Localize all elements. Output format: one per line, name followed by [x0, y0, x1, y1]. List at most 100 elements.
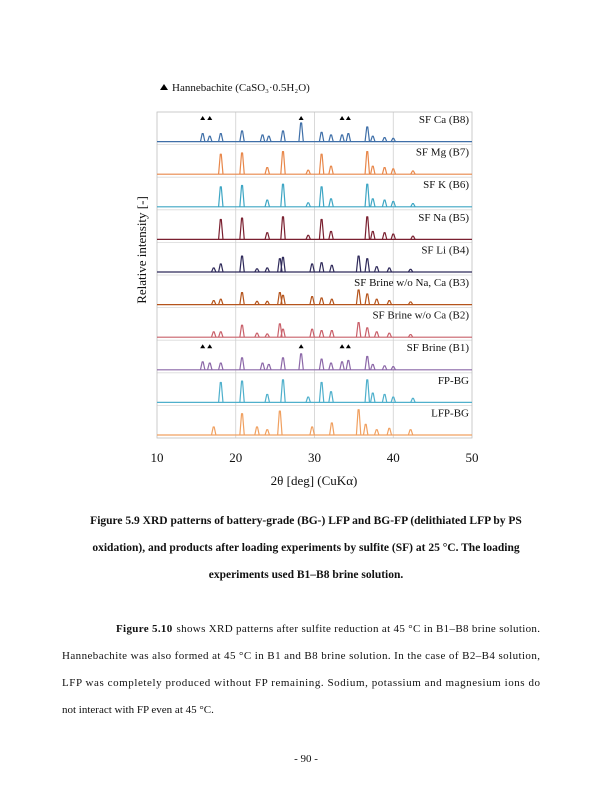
peak: [364, 183, 371, 207]
phase-marker: [339, 344, 345, 349]
series-label: SF Mg (B7): [416, 147, 470, 159]
peak: [239, 152, 245, 175]
peak: [309, 328, 315, 338]
peak: [280, 379, 286, 403]
peak: [381, 232, 388, 240]
peak: [390, 233, 397, 240]
peak: [318, 329, 325, 338]
peak: [364, 216, 371, 240]
peak: [318, 297, 325, 305]
peak: [370, 363, 376, 370]
peak: [355, 321, 362, 338]
peak: [254, 268, 260, 273]
peak: [280, 183, 286, 207]
plot: 10 20 30 40 50 SF Ca (B8) SF Mg (B7) SF K (B6) S…: [151, 111, 479, 465]
series-label: SF Ca (B8): [419, 114, 469, 126]
figure-ref: Figure 5.10: [116, 623, 173, 635]
peak: [305, 202, 311, 208]
peak: [305, 169, 311, 175]
peak: [218, 298, 224, 305]
peak: [298, 353, 304, 370]
peak: [364, 258, 371, 273]
peak: [218, 331, 224, 338]
peak: [364, 327, 371, 338]
series-label: SF Brine w/o Ca (B2): [372, 310, 469, 322]
peak: [280, 256, 286, 273]
peak: [254, 300, 260, 305]
peak: [410, 397, 416, 403]
body-line: Figure 5.10 shows XRD patterns after sulf…: [116, 623, 540, 635]
peak: [369, 198, 376, 207]
x-tick-label: 50: [466, 450, 479, 465]
peak: [318, 262, 325, 273]
peak: [210, 426, 217, 436]
peak: [217, 186, 224, 207]
phase-marker: [207, 344, 213, 349]
peak: [345, 359, 352, 370]
peak: [328, 165, 334, 175]
peak: [407, 429, 414, 436]
peak: [355, 255, 362, 273]
peak: [259, 362, 266, 370]
peak: [264, 232, 271, 240]
peak: [369, 230, 376, 240]
peak: [373, 266, 380, 273]
phase-marker: [200, 116, 206, 120]
peak: [329, 329, 335, 338]
peak: [264, 393, 271, 403]
caption-line: experiments used B1–B8 brine solution.: [209, 569, 404, 581]
peak: [239, 217, 245, 240]
peak: [210, 267, 217, 273]
plot-frame: [156, 111, 473, 439]
peak: [390, 200, 397, 207]
peak: [381, 365, 388, 371]
y-axis-label: Relative intensity [-]: [134, 196, 149, 304]
peak: [328, 230, 334, 240]
peak: [210, 331, 217, 338]
peak: [329, 298, 335, 305]
peak: [339, 134, 345, 142]
peak: [339, 361, 345, 370]
peak: [280, 150, 286, 175]
peak: [369, 165, 376, 175]
peak: [381, 166, 388, 175]
peak: [390, 366, 396, 371]
peak: [364, 355, 371, 370]
peak: [305, 234, 311, 240]
x-tick-label: 40: [387, 450, 400, 465]
series-label: SF K (B6): [423, 179, 469, 191]
peak: [309, 263, 315, 273]
peak: [318, 358, 325, 370]
peak: [280, 130, 286, 142]
phase-marker: [345, 344, 351, 349]
peak: [373, 429, 380, 436]
phase-marker: [345, 116, 351, 120]
peak: [239, 292, 245, 305]
peak: [328, 198, 334, 207]
peak: [390, 168, 397, 175]
peak: [364, 293, 371, 305]
series-label: SF Brine w/o Na, Ca (B3): [354, 277, 469, 289]
peak: [364, 379, 371, 403]
peak: [280, 328, 286, 338]
x-tick-label: 30: [308, 450, 321, 465]
peak: [381, 393, 388, 403]
body-line: LFP was completely produced without FP r…: [62, 677, 541, 689]
peak: [199, 361, 206, 370]
peak: [381, 137, 388, 142]
peak: [239, 380, 245, 403]
peak: [407, 268, 414, 273]
peak: [362, 423, 369, 436]
peak: [277, 292, 283, 305]
peak: [239, 255, 245, 273]
peak: [364, 126, 371, 142]
peak: [410, 203, 416, 208]
peak: [266, 135, 272, 142]
peak: [218, 263, 224, 273]
peak: [298, 122, 304, 142]
peak: [264, 166, 271, 175]
peak: [199, 133, 206, 142]
peak: [264, 267, 271, 273]
